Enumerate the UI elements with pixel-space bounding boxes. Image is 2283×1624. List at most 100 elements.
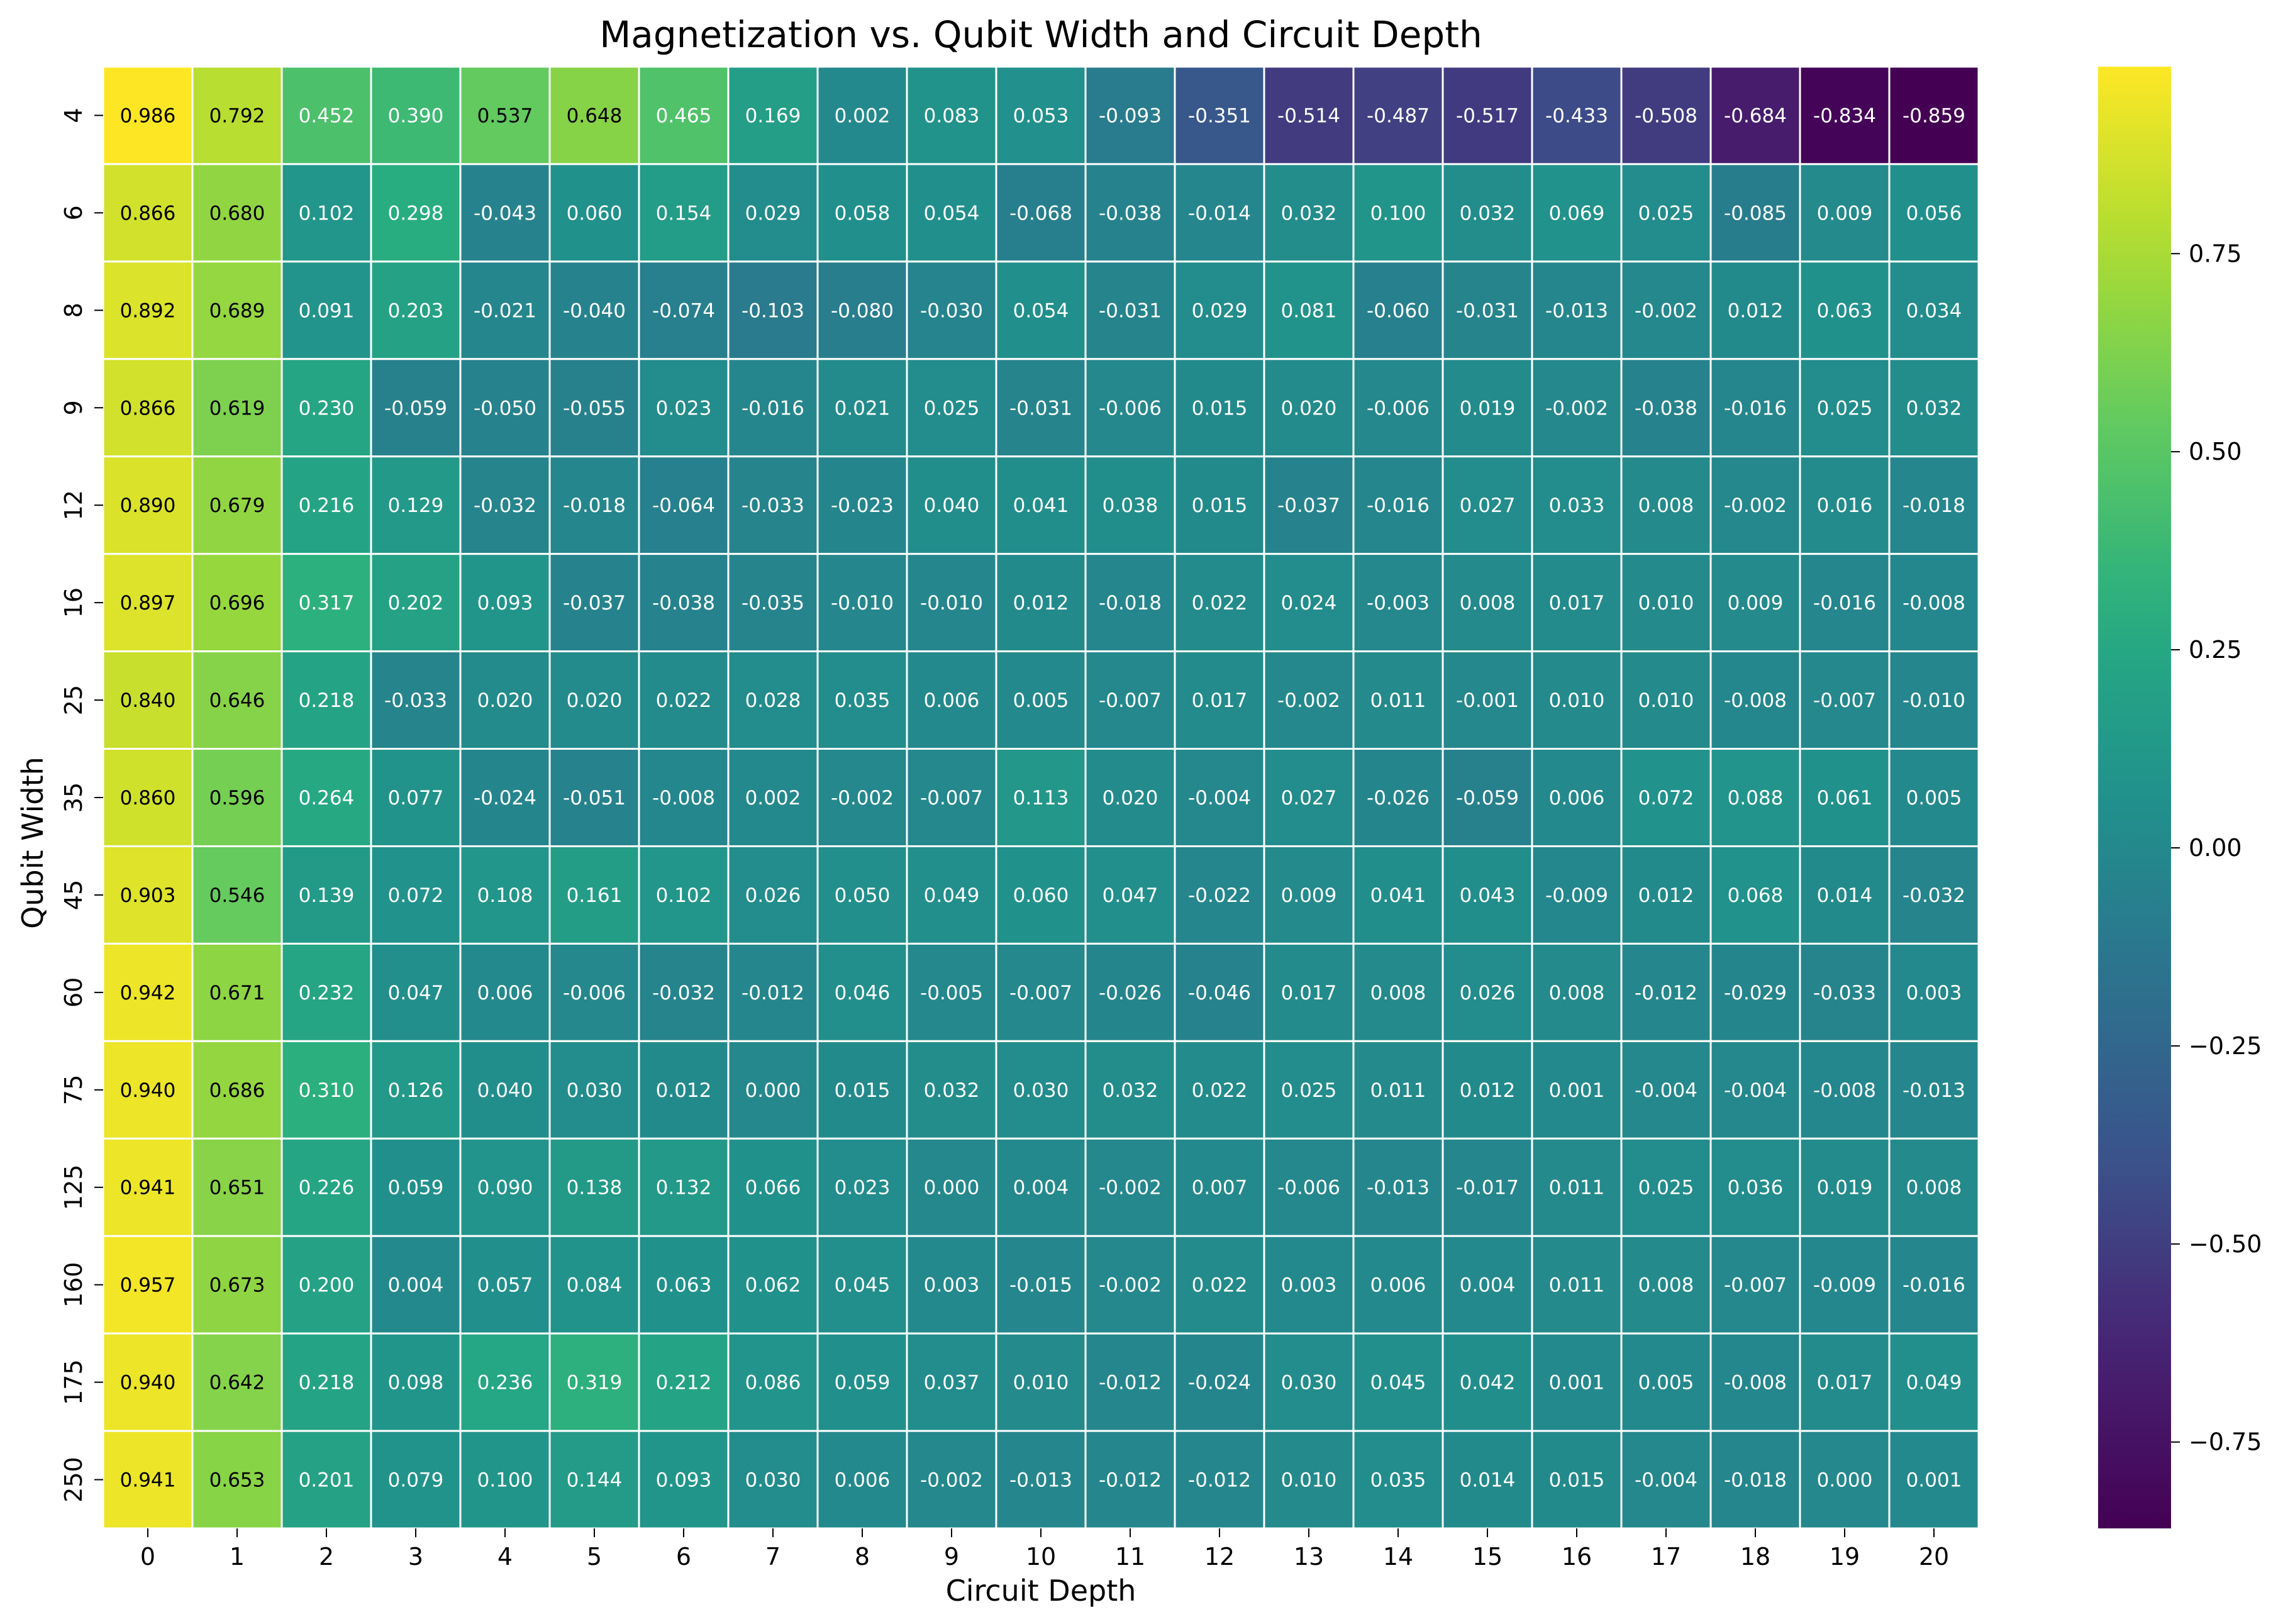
heatmap-cell-label: -0.032 (652, 982, 715, 1004)
heatmap-cell-label: 0.010 (1638, 592, 1694, 615)
heatmap-cell-label: 0.030 (745, 1469, 801, 1492)
heatmap-cell-label: 0.045 (1370, 1372, 1426, 1394)
heatmap-cell-label: 0.056 (1906, 202, 1962, 225)
y-tick-label: 12 (60, 490, 87, 520)
heatmap-cell-label: -0.002 (1277, 689, 1340, 712)
heatmap-cell (1531, 845, 1623, 945)
heatmap-cell (1174, 65, 1265, 165)
heatmap-cell-label: 0.054 (924, 202, 980, 225)
heatmap-cell (1531, 942, 1623, 1042)
heatmap-cell (191, 455, 283, 555)
heatmap-cell-label: -0.024 (474, 787, 536, 809)
heatmap-cell (1620, 65, 1712, 165)
heatmap-cell-label: 0.043 (1460, 884, 1516, 907)
y-tick-label: 16 (60, 587, 87, 618)
heatmap-cell (1084, 455, 1176, 555)
heatmap-cell-label: -0.050 (474, 397, 536, 420)
heatmap-cell (995, 1332, 1087, 1432)
heatmap-cell-label: 0.009 (1728, 592, 1784, 615)
heatmap-cell (906, 358, 997, 458)
heatmap-cell (1352, 358, 1444, 458)
heatmap-cell-label: 0.139 (299, 884, 355, 907)
heatmap-cell (906, 1332, 997, 1432)
heatmap-cell-label: 0.047 (1103, 884, 1158, 907)
heatmap-cell-label: 0.390 (388, 104, 444, 127)
colorbar-gradient (2098, 67, 2171, 1528)
heatmap-cell (816, 65, 908, 165)
heatmap-cell (548, 260, 640, 360)
heatmap-cell-label: -0.008 (652, 787, 715, 809)
heatmap-cell (548, 1040, 640, 1140)
heatmap-cell (727, 1040, 819, 1140)
heatmap-cell (1531, 260, 1623, 360)
y-tick-label: 250 (60, 1457, 87, 1503)
heatmap-cell-label: -0.008 (1813, 1079, 1876, 1102)
heatmap-cell-label: 0.020 (477, 689, 533, 712)
heatmap-cell-label: 0.038 (1103, 494, 1158, 517)
heatmap-cell-label: 0.069 (1549, 202, 1605, 225)
heatmap-cell-label: 0.212 (656, 1372, 712, 1394)
heatmap-cell (1620, 845, 1712, 945)
heatmap-cell (1084, 1332, 1176, 1432)
heatmap-cell (638, 1235, 730, 1335)
heatmap-cell (816, 1235, 908, 1335)
heatmap-cell-label: -0.004 (1724, 1079, 1787, 1102)
heatmap-cell (191, 260, 283, 360)
heatmap-cell (995, 650, 1087, 750)
heatmap-cell (1531, 163, 1623, 263)
y-tick-label: 175 (60, 1359, 87, 1405)
heatmap-cell-label: -0.017 (1456, 1177, 1519, 1199)
heatmap-cell (370, 1235, 462, 1335)
heatmap-cell (995, 1137, 1087, 1237)
heatmap-cell-label: 0.032 (1906, 397, 1962, 420)
heatmap-cell-label: 0.035 (835, 689, 891, 712)
heatmap-cell (1084, 1040, 1176, 1140)
heatmap-cell-label: -0.002 (1099, 1177, 1162, 1199)
heatmap-cell-label: 0.890 (120, 494, 176, 517)
heatmap-cell (1352, 1430, 1444, 1530)
heatmap-cell-label: 0.001 (1549, 1372, 1605, 1394)
heatmap-cell (906, 650, 997, 750)
heatmap-cell (906, 1235, 997, 1335)
heatmap-cell-label: 0.030 (567, 1079, 623, 1102)
heatmap-cell (727, 455, 819, 555)
heatmap-cell-label: 0.006 (1370, 1274, 1426, 1297)
heatmap-cell (370, 163, 462, 263)
heatmap-cell-label: -0.018 (1902, 494, 1965, 517)
heatmap-cell-label: -0.002 (920, 1469, 983, 1492)
heatmap-cell-label: 0.465 (656, 104, 712, 127)
heatmap-cell-label: -0.059 (1456, 787, 1519, 809)
colorbar-tick-label: 0.50 (2189, 438, 2242, 465)
heatmap-cell (1709, 942, 1801, 1042)
heatmap-cell-label: -0.351 (1188, 104, 1251, 127)
heatmap-cell-label: 0.236 (477, 1372, 533, 1394)
heatmap-cell-label: 0.866 (120, 397, 176, 420)
heatmap-cell-label: -0.517 (1456, 104, 1519, 127)
heatmap-cell-label: 0.029 (745, 202, 801, 225)
heatmap-cell-label: 0.792 (209, 104, 265, 127)
heatmap-cell-label: -0.021 (474, 299, 536, 322)
heatmap-cell-label: 0.200 (299, 1274, 355, 1297)
heatmap-cell-label: 0.986 (120, 104, 176, 127)
heatmap-cell-label: 0.129 (388, 494, 444, 517)
heatmap-cell-label: 0.081 (1281, 299, 1337, 322)
heatmap-cell-label: 0.049 (924, 884, 980, 907)
heatmap-cell-label: -0.007 (920, 787, 983, 809)
heatmap-cell-label: 0.022 (656, 689, 712, 712)
heatmap-cell (1799, 260, 1891, 360)
heatmap-cell-label: -0.016 (742, 397, 804, 420)
heatmap-cell-label: 0.041 (1013, 494, 1069, 517)
heatmap-cell-label: 0.452 (299, 104, 355, 127)
heatmap-cell (102, 358, 194, 458)
heatmap-cell (727, 163, 819, 263)
heatmap-cell (906, 942, 997, 1042)
heatmap-cell (548, 748, 640, 847)
y-tick-label: 9 (60, 400, 87, 415)
heatmap-cell-label: -0.031 (1099, 299, 1162, 322)
heatmap-cell (370, 942, 462, 1042)
x-tick-label: 17 (1651, 1543, 1681, 1571)
heatmap-cell-label: -0.012 (742, 982, 804, 1004)
heatmap-cell-label: -0.002 (1635, 299, 1697, 322)
heatmap-cell-label: 0.840 (120, 689, 176, 712)
heatmap-cell (1799, 1235, 1891, 1335)
